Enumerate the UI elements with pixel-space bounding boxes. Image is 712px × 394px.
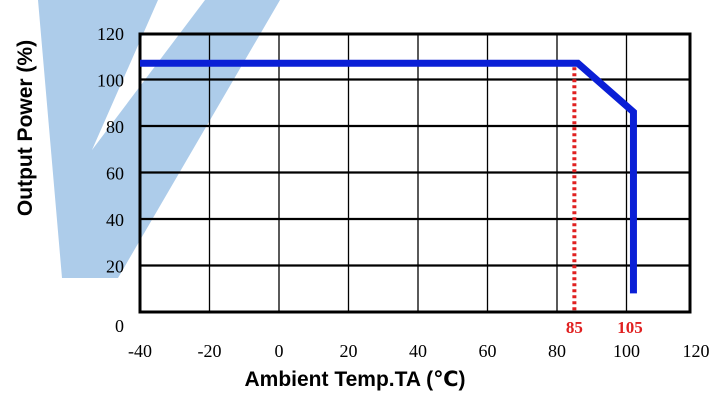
- x-tick-label: 60: [479, 341, 497, 361]
- plot-border: [138, 32, 692, 314]
- x-tick-label: 40: [409, 341, 427, 361]
- annotation-label-105: 105: [617, 318, 643, 337]
- y-tick-label: 80: [106, 117, 124, 137]
- watermark-shape: [38, 0, 280, 278]
- y-tick-labels: 0 20 40 60 80 100 120: [97, 24, 124, 336]
- y-tick-label: 120: [97, 24, 124, 44]
- x-tick-labels: -40 -20 0 20 40 60 80 100 120: [128, 341, 710, 361]
- x-tick-label: 20: [340, 341, 358, 361]
- series-lines: [140, 59, 637, 294]
- plot-frame: [138, 32, 692, 314]
- x-tick-label: 0: [275, 341, 284, 361]
- y-tick-label: 100: [97, 71, 124, 91]
- marker-label-85: 85: [566, 318, 583, 337]
- x-tick-label: 120: [683, 341, 710, 361]
- x-tick-label: -20: [198, 341, 222, 361]
- x-tick-label: 80: [548, 341, 566, 361]
- y-tick-label: 40: [106, 210, 124, 230]
- annotation-labels: 85 105: [566, 318, 643, 337]
- x-tick-label: 100: [613, 341, 640, 361]
- x-axis-label: Ambient Temp.TA (℃): [244, 368, 465, 391]
- y-axis-label: Output Power (%): [14, 40, 37, 216]
- series-line-0: [140, 59, 637, 294]
- x-tick-label: -40: [128, 341, 152, 361]
- y-tick-label: 60: [106, 164, 124, 184]
- y-tick-label: 0: [115, 316, 124, 336]
- y-tick-label: 20: [106, 257, 124, 277]
